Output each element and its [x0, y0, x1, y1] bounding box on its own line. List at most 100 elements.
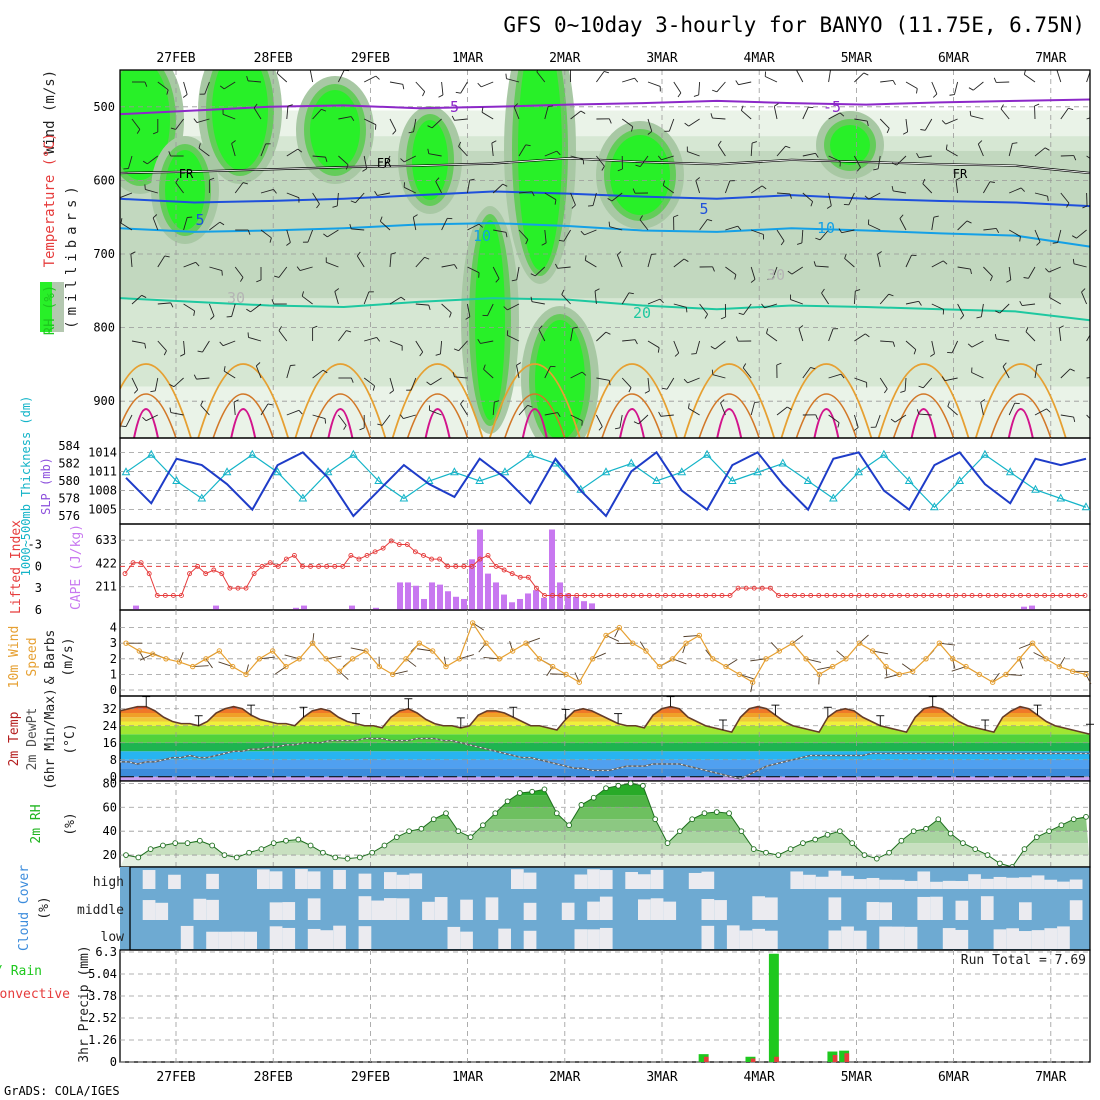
wind-barb	[879, 377, 888, 390]
wind-barb	[1034, 147, 1046, 157]
lifted-index-point	[1018, 593, 1023, 598]
wind-barb-flag	[581, 371, 587, 376]
thickness-point	[601, 467, 611, 476]
wind-barb-flag	[343, 425, 347, 430]
lifted-index-point	[848, 593, 854, 598]
wind-barb	[647, 254, 652, 268]
wind-barb	[971, 340, 984, 348]
wind-barb-flag	[130, 251, 136, 255]
lifted-index-point	[735, 585, 741, 591]
wind-barb-flag	[634, 339, 638, 345]
rh-point	[947, 830, 954, 837]
wind-barb	[466, 180, 471, 194]
cloud-gap	[930, 881, 943, 889]
wind-speed-point	[176, 659, 183, 665]
wind-barb-flag	[751, 141, 758, 144]
wind-barb-flag	[1006, 279, 1011, 283]
wind-barb-flag	[631, 126, 634, 132]
total-rain-bar	[698, 1054, 709, 1062]
wind-barb	[1049, 297, 1062, 305]
cloud-gap	[866, 877, 880, 889]
cloud-gap	[193, 898, 207, 920]
wind-barb-flag	[863, 72, 869, 76]
wind-barb-flag	[240, 277, 244, 282]
lifted-index-point	[961, 593, 967, 598]
wind-barb-flag	[1093, 330, 1098, 331]
convective-bar	[832, 1055, 838, 1062]
freezing-line-inner	[120, 157, 1090, 174]
wind-speed-point	[763, 656, 769, 662]
wind-barb-flag	[419, 351, 424, 357]
wind-barb	[750, 266, 756, 280]
wind-barb-flag	[511, 279, 517, 282]
lifted-index-point	[1042, 593, 1048, 598]
wind-speed-point	[416, 640, 423, 646]
wind-speed-point	[149, 651, 156, 657]
wind-barb	[312, 109, 322, 120]
warm-contour	[683, 363, 776, 438]
li-tick-label: 3	[35, 581, 42, 595]
date-label-bottom: 1MAR	[452, 1070, 483, 1085]
wind-barb	[480, 340, 494, 344]
wind-barb	[234, 266, 244, 278]
precip-panel: 0 1.26 2.52 3.78 5.04 6.3	[88, 945, 1091, 1069]
ylabel-2m-dewpt: 2m DewPt	[25, 708, 40, 771]
lifted-index-point	[905, 593, 910, 598]
lifted-index-point	[291, 553, 297, 558]
wind-tick-label: 4	[110, 621, 117, 635]
lifted-index-point	[566, 593, 572, 598]
slp-tick-label: 1005	[88, 503, 117, 517]
wind-barb	[854, 333, 866, 342]
wind-barb-flag	[691, 353, 697, 355]
wind-barb-flag	[297, 148, 303, 153]
date-label-top: 3MAR	[646, 51, 677, 66]
wind-barb	[622, 77, 635, 83]
lifted-index-point	[921, 593, 927, 598]
lifted-index-point	[582, 593, 588, 598]
ylabel-millibars: (millibars)	[64, 181, 80, 329]
wind-barb-flag	[231, 140, 236, 144]
wind-speed-point	[869, 648, 876, 654]
lifted-index-point	[1050, 593, 1056, 598]
wind-barb	[931, 217, 935, 231]
wind-barb	[609, 226, 623, 231]
wind-barb	[931, 340, 935, 354]
wind-barb	[312, 155, 326, 158]
wind-barb	[544, 412, 558, 416]
lifted-index-point	[154, 593, 160, 598]
cloud-gap	[790, 871, 804, 889]
warm-contour	[504, 393, 566, 438]
thickness-point	[323, 467, 333, 476]
wind-barb-flag	[735, 336, 739, 342]
wind-speed-point	[443, 663, 449, 670]
cloud-gap	[447, 926, 461, 949]
wind-barb	[980, 402, 984, 416]
wind-barb	[957, 303, 965, 316]
wind-barb-flag	[200, 400, 204, 406]
lifted-index-point	[259, 563, 265, 569]
wind-barb	[841, 229, 855, 234]
cape-bar	[541, 597, 547, 610]
wind-barb-flag	[582, 159, 585, 165]
wind-barb-flag	[376, 337, 381, 342]
wind-barb-flag	[516, 362, 521, 366]
rh-point	[738, 828, 745, 835]
ylabel-cloud-cover: Cloud Cover	[17, 865, 32, 951]
lifted-index-point	[542, 593, 547, 598]
wind-barb-flag	[1096, 163, 1097, 168]
wind-barb-flag	[402, 84, 405, 90]
wind-barb	[854, 118, 868, 122]
wind-barb-flag	[571, 204, 576, 209]
contour-label: FR	[179, 167, 194, 181]
cloud-gap	[638, 874, 651, 889]
wind-barb-flag	[163, 350, 167, 356]
lifted-index-point	[477, 556, 483, 562]
rh-point	[689, 816, 696, 823]
wind-barb-flag	[608, 221, 611, 227]
cloud-gap	[371, 900, 384, 920]
wind-barb-flag	[536, 70, 539, 72]
thickness-point	[146, 449, 156, 458]
wind-barb-flag	[1023, 277, 1029, 279]
rh-point	[1021, 846, 1028, 852]
wind-barb	[828, 112, 841, 120]
